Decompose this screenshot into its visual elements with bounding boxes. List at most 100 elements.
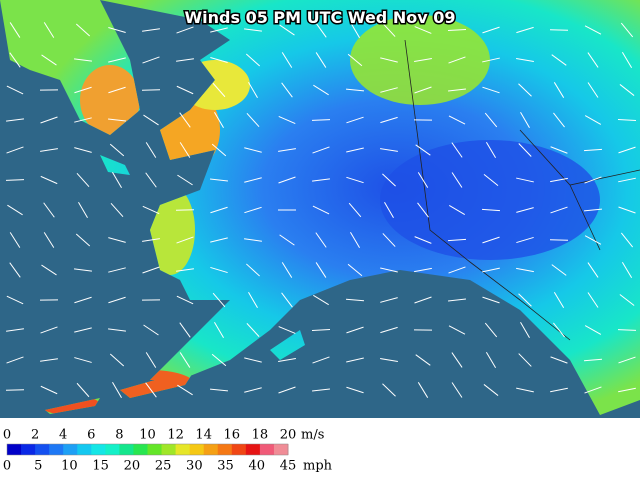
mph-unit: mph — [303, 459, 333, 474]
map-title: Winds 05 PM UTC Wed Nov 09 — [185, 8, 456, 27]
wind-arrow — [244, 147, 262, 153]
ms-label: 0 — [3, 428, 11, 443]
wind-arrow — [520, 321, 530, 339]
wind-arrow — [315, 262, 327, 278]
wind-arrow — [40, 116, 58, 124]
wind-arrow — [281, 82, 293, 98]
mph-label: 45 — [280, 459, 297, 474]
wind-arrow — [313, 84, 329, 96]
wind-arrow — [110, 202, 124, 218]
wind-arrow — [520, 111, 530, 129]
wind-arrow — [587, 52, 599, 68]
color-cell — [161, 444, 177, 455]
wind-arrow — [448, 88, 466, 92]
wind-arrow — [620, 22, 634, 38]
wind-arrow — [448, 325, 466, 335]
wind-arrow — [451, 352, 463, 368]
wind-arrow — [76, 382, 90, 398]
wind-arrow — [145, 382, 157, 398]
wind-arrow — [142, 28, 160, 32]
wind-arrow — [214, 321, 224, 339]
wind-arrow — [9, 52, 21, 68]
wind-arrow — [74, 357, 92, 363]
ms-label: 12 — [167, 428, 184, 443]
wind-arrow — [142, 266, 160, 274]
wind-arrow — [349, 231, 361, 249]
wind-arrow — [209, 178, 229, 182]
wind-arrow — [74, 296, 92, 304]
wind-arrow — [346, 116, 364, 124]
wind-arrow — [177, 174, 193, 186]
wind-arrow — [278, 358, 296, 362]
wind-arrow — [553, 82, 565, 98]
wind-arrow — [279, 24, 295, 36]
border — [519, 129, 640, 251]
color-cell — [217, 444, 233, 455]
mph-label: 5 — [34, 459, 42, 474]
wind-arrow — [346, 386, 364, 394]
wind-arrow — [482, 267, 500, 273]
wind-arrow — [112, 381, 122, 399]
wind-arrow — [109, 143, 125, 157]
wind-arrow — [210, 237, 228, 243]
mph-label: 15 — [92, 459, 109, 474]
wind-arrow — [210, 206, 228, 214]
wind-arrow — [619, 294, 635, 306]
wind-arrow — [315, 52, 327, 68]
wind-arrow — [214, 111, 224, 129]
wind-arrow — [448, 56, 466, 64]
wind-arrow — [345, 298, 365, 302]
wind-arrow — [584, 176, 602, 184]
wind-arrow — [619, 84, 635, 96]
wind-arrow — [380, 87, 398, 93]
wind-arrow — [380, 326, 398, 334]
ms-label: 8 — [115, 428, 123, 443]
wind-arrow — [312, 388, 330, 392]
wind-arrow — [211, 353, 227, 367]
wind-arrow — [278, 326, 296, 334]
wind-arrow — [40, 385, 58, 395]
color-cell — [119, 444, 134, 455]
wind-arrow — [244, 387, 262, 393]
wind-arrow — [617, 329, 637, 331]
wind-arrow — [483, 384, 499, 396]
wind-arrow — [380, 297, 398, 303]
wind-arrow — [447, 298, 467, 302]
mph-label: 20 — [124, 459, 141, 474]
wind-arrow — [584, 325, 602, 335]
wind-arrow — [175, 209, 195, 211]
wind-arrow — [348, 202, 362, 218]
wind-arrow — [278, 115, 296, 125]
wind-arrow — [179, 322, 191, 338]
wind-arrow — [212, 292, 226, 308]
ms-label: 18 — [252, 428, 269, 443]
color-cell — [63, 444, 78, 455]
wind-arrow — [315, 22, 327, 38]
wind-arrow — [9, 232, 21, 248]
color-cell — [273, 444, 289, 455]
wind-arrow — [78, 201, 88, 219]
color-bar-frame — [6, 443, 289, 456]
wind-arrow — [550, 387, 568, 393]
wind-arrow — [74, 58, 92, 62]
color-cell — [91, 444, 106, 455]
wind-arrow — [108, 267, 126, 273]
wind-arrow — [248, 291, 258, 309]
wind-arrow — [74, 327, 92, 333]
wind-arrow — [311, 329, 331, 331]
wind-arrow — [112, 171, 122, 189]
color-cell — [35, 444, 50, 455]
wind-arrow — [448, 115, 466, 125]
wind-arrow — [9, 262, 21, 278]
border — [404, 39, 571, 341]
wind-arrow — [617, 118, 637, 122]
wind-arrow — [482, 57, 500, 63]
wind-arrow — [484, 112, 498, 128]
ms-unit: m/s — [301, 428, 324, 443]
wind-arrow — [346, 176, 364, 184]
wind-arrow — [278, 386, 296, 394]
wind-arrow — [248, 81, 258, 99]
ms-label: 2 — [31, 428, 39, 443]
wind-arrow — [43, 22, 55, 38]
